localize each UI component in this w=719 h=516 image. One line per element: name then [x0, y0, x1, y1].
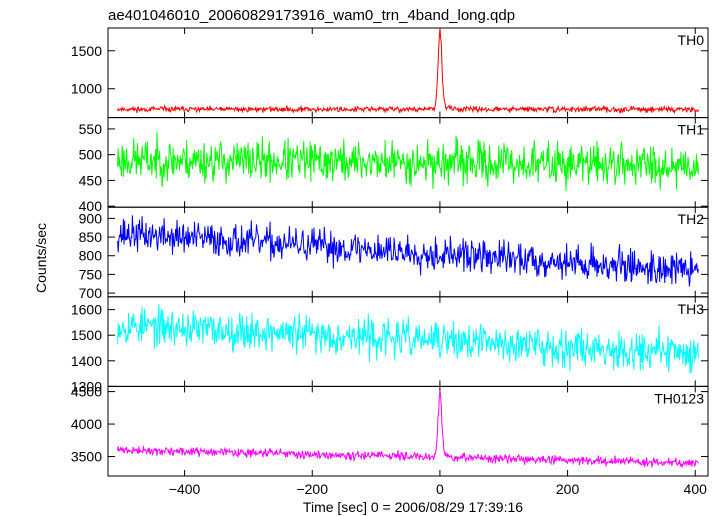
x-tick-labels: −400 −200 0 200 400	[169, 481, 707, 497]
y-tick-label: 4000	[71, 416, 102, 432]
y-tick-label: 1300	[71, 378, 102, 394]
y-tick-label: 3500	[71, 449, 102, 465]
y-tick-label: 1000	[71, 81, 102, 97]
panel-label: TH0123	[654, 390, 704, 406]
series-th3	[117, 303, 699, 374]
y-tick-label: 1500	[71, 43, 102, 59]
y-tick-label: 4500	[71, 384, 102, 400]
y-tick-label: 750	[79, 266, 103, 282]
y-tick-label: 850	[79, 229, 103, 245]
panel-th0123: 3500 4000 4500 TH0123	[71, 384, 709, 477]
panel-frame	[107, 27, 709, 119]
panel-frame	[107, 385, 709, 477]
panel-frame	[107, 296, 709, 387]
y-tick-label: 450	[79, 172, 103, 188]
y-tick-label: 900	[79, 210, 103, 226]
panel-th2: 700 750 800 850 900 TH2	[79, 206, 709, 301]
x-tick-label: 200	[556, 481, 580, 497]
y-tick-label: 400	[79, 198, 103, 214]
panel-th1: 400 450 500 550 TH1	[79, 117, 709, 214]
series-th0	[117, 27, 699, 115]
panel-th3: 1300 1400 1500 1600 TH3	[71, 296, 709, 394]
y-tick-label: 550	[79, 121, 103, 137]
y-tick-label: 1400	[71, 353, 102, 369]
x-tick-label: 400	[684, 481, 708, 497]
x-tick-label: −200	[296, 481, 328, 497]
panel-th0: 1000 1500 TH0	[71, 27, 709, 119]
series-th1	[117, 131, 699, 192]
y-tick-label: 700	[79, 285, 103, 301]
y-axis-label: Counts/sec	[33, 223, 49, 293]
panel-frame	[107, 117, 709, 208]
y-tick-label: 500	[79, 147, 103, 163]
x-tick-label: −400	[169, 481, 201, 497]
y-tick-label: 1500	[71, 327, 102, 343]
y-tick-label: 1600	[71, 302, 102, 318]
panel-label: TH3	[678, 301, 705, 317]
chart-title: ae401046010_20060829173916_wam0_trn_4ban…	[108, 7, 515, 24]
panels-group: 1000 1500 TH0 400 450 500 550 TH1 700 750 800 850 90…	[71, 27, 709, 477]
panel-label: TH0	[678, 32, 705, 48]
series-th0123	[117, 390, 699, 469]
x-tick-label: 0	[436, 481, 444, 497]
y-tick-label: 800	[79, 248, 103, 264]
panel-label: TH1	[678, 122, 705, 138]
panel-label: TH2	[678, 211, 705, 227]
series-th2	[117, 215, 699, 287]
x-axis-label: Time [sec] 0 = 2006/08/29 17:39:16	[303, 499, 523, 515]
